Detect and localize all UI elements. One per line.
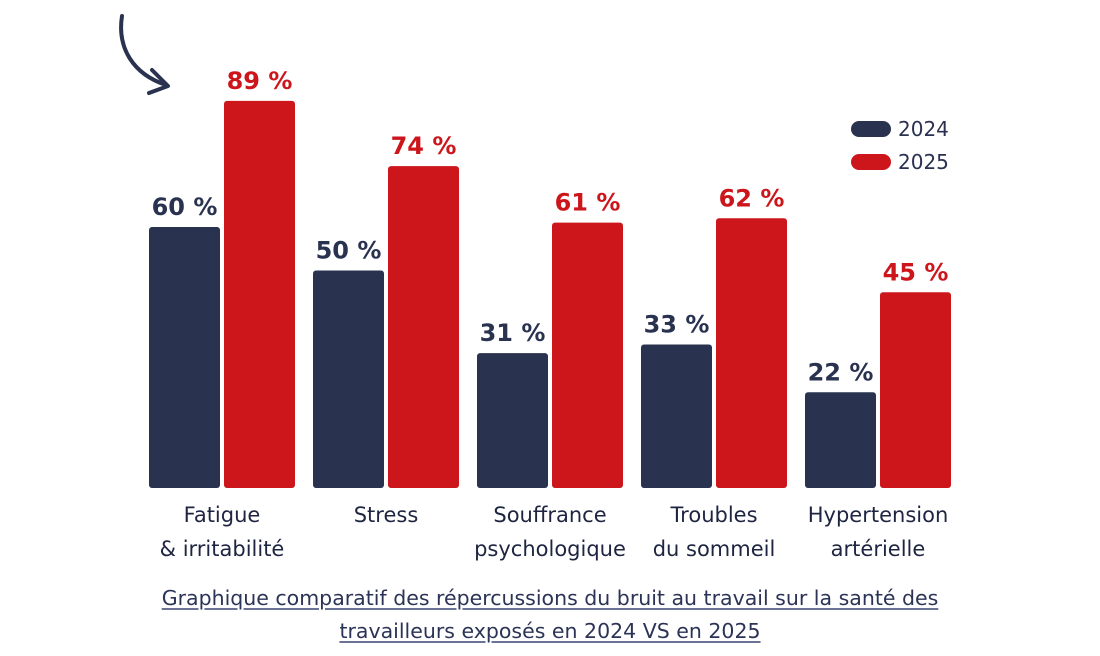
category-label-0: Fatigue [184, 503, 261, 527]
data-label-2025-3: 62 % [719, 184, 785, 212]
bars-group: 60 % 89 % Fatigue & irritabilité 50 % 74 % Str… [149, 67, 951, 561]
category-label-4: artérielle [831, 537, 926, 561]
bar-2025-1 [388, 166, 459, 488]
bar-2024-4 [805, 392, 876, 488]
bar-2025-4 [880, 292, 951, 488]
data-label-2025-4: 45 % [883, 258, 949, 286]
legend-swatch-2024 [851, 121, 891, 137]
category-label-0: & irritabilité [160, 537, 285, 561]
data-label-2024-4: 22 % [808, 358, 874, 386]
data-label-2024-1: 50 % [316, 237, 382, 265]
legend-label-2025: 2025 [898, 150, 949, 174]
chart-caption: Graphique comparatif des répercussions d… [100, 582, 1000, 648]
caption-line-2: travailleurs exposés en 2024 VS en 2025 [339, 619, 761, 643]
bar-2025-3 [716, 218, 787, 489]
bar-2025-2 [552, 222, 623, 488]
data-label-2025-2: 61 % [555, 189, 621, 217]
bar-2024-2 [477, 353, 548, 488]
category-label-1: Stress [354, 503, 419, 527]
category-label-3: du sommeil [653, 537, 776, 561]
legend: 2024 2025 [851, 117, 949, 174]
legend-swatch-2025 [851, 154, 891, 170]
arrow-head [147, 68, 170, 95]
data-label-2024-2: 31 % [480, 319, 546, 347]
legend-label-2024: 2024 [898, 117, 949, 141]
category-label-2: psychologique [474, 537, 626, 561]
bar-2024-0 [149, 227, 220, 488]
category-label-2: Souffrance [493, 503, 606, 527]
category-label-4: Hypertension [808, 503, 949, 527]
data-label-2024-0: 60 % [152, 193, 218, 221]
bar-2024-3 [641, 344, 712, 488]
curved-arrow-icon [119, 14, 168, 87]
bar-2024-1 [313, 270, 384, 488]
caption-line-1: Graphique comparatif des répercussions d… [161, 586, 939, 610]
data-label-2024-3: 33 % [644, 310, 710, 338]
category-label-3: Troubles [669, 503, 757, 527]
data-label-2025-0: 89 % [227, 67, 293, 95]
data-label-2025-1: 74 % [391, 132, 457, 160]
bar-2025-0 [224, 100, 295, 488]
